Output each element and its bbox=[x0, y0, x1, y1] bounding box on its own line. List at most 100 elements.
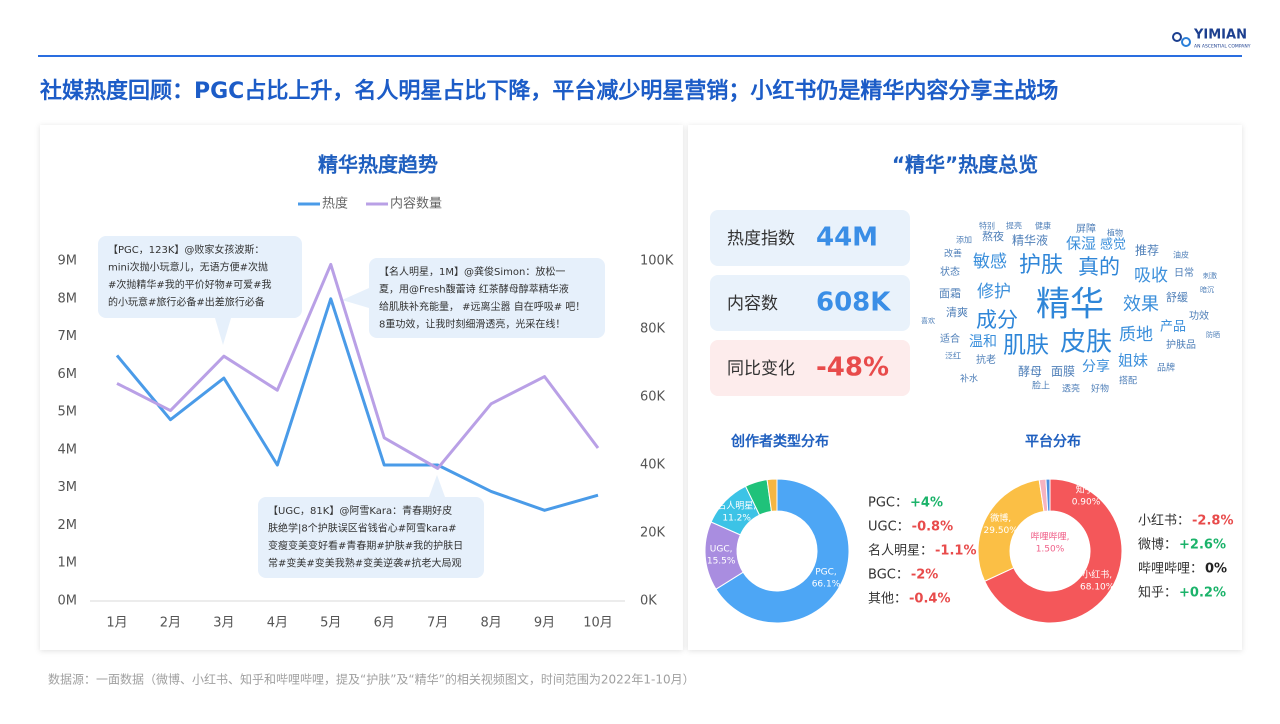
y2-tick-label: 40K bbox=[640, 458, 666, 473]
callout-text: 的小玩意#旅行必备#出差旅行必备 bbox=[108, 296, 265, 309]
kpi-value: 608K bbox=[816, 288, 891, 318]
word: 暗沉 bbox=[1200, 285, 1214, 294]
slice-value-label: 1.50% bbox=[1036, 545, 1065, 555]
dynamic: 0M 1M 2M 3M 4M 5M 6M 7M 8M 9M 0K 20K 40K 60K 80K 100K 1月… bbox=[58, 196, 1234, 631]
word: 真的 bbox=[1078, 255, 1120, 279]
callout-text: 8重功效，让我时刻细滑透亮，光采在线！ bbox=[379, 318, 565, 331]
word: 功效 bbox=[1189, 309, 1209, 322]
x-tick-label: 4月 bbox=[267, 616, 288, 631]
word: 屏障 bbox=[1076, 222, 1096, 235]
donut-title: 创作者类型分布 bbox=[730, 433, 829, 450]
word: 提亮 bbox=[1006, 221, 1022, 231]
legend-change: -0.8% bbox=[912, 520, 953, 535]
legend-label: 知乎： bbox=[1138, 585, 1177, 601]
word: 质地 bbox=[1119, 325, 1153, 345]
word: 吸收 bbox=[1134, 266, 1168, 286]
word: 好物 bbox=[1091, 383, 1109, 395]
word: 泛红 bbox=[945, 351, 961, 361]
legend-change: -0.4% bbox=[909, 592, 950, 607]
legend-label: 小红书： bbox=[1138, 513, 1190, 529]
y-tick-label: 7M bbox=[58, 329, 78, 344]
word: 敏感 bbox=[973, 252, 1007, 272]
word: 分享 bbox=[1082, 358, 1110, 375]
word: 添加 bbox=[956, 235, 972, 245]
word: 产品 bbox=[1160, 320, 1186, 335]
y-tick-label: 1M bbox=[58, 556, 78, 571]
legend-label: 微博： bbox=[1138, 538, 1177, 553]
kpi-value: 44M bbox=[816, 223, 878, 253]
word: 面霜 bbox=[939, 287, 961, 300]
callout-pointer bbox=[429, 475, 445, 497]
callout-pointer bbox=[215, 318, 231, 345]
series-line bbox=[115, 297, 599, 512]
x-tick-label: 8月 bbox=[480, 616, 501, 631]
slice-value-label: 0.90% bbox=[1072, 498, 1101, 508]
legend-change: +0.2% bbox=[1179, 586, 1226, 601]
chart-title: 精华热度趋势 bbox=[318, 153, 438, 177]
slice-label: 知乎, bbox=[1076, 484, 1097, 496]
word: 皮肤 bbox=[1060, 328, 1112, 358]
kpi-label: 内容数 bbox=[727, 294, 778, 314]
word: 护肤 bbox=[1019, 253, 1063, 278]
footer: 数据源：一面数据（微博、小红书、知乎和哔哩哔哩，提及“护肤”及“精华”的相关视频… bbox=[48, 672, 695, 687]
callout-text: 给肌肤补充能量， #远离尘嚣 自在呼吸# 吧！ bbox=[379, 300, 585, 313]
x-tick-label: 7月 bbox=[427, 616, 448, 631]
slice-label: PGC, bbox=[815, 568, 837, 578]
callout-text: mini次抛小玩意儿，无语方便#次抛 bbox=[108, 261, 268, 274]
y-tick-label: 8M bbox=[58, 291, 78, 306]
callout-text: #次抛精华#我的平价好物#可爱#我 bbox=[108, 278, 272, 291]
y-tick-label: 2M bbox=[58, 518, 78, 533]
y-tick-label: 3M bbox=[58, 480, 78, 495]
x-tick-label: 9月 bbox=[534, 616, 555, 631]
slice-value-label: 66.1% bbox=[812, 580, 841, 590]
x-tick-label: 6月 bbox=[374, 616, 395, 631]
x-tick-label: 1月 bbox=[106, 616, 127, 631]
legend-label: 热度 bbox=[322, 196, 348, 212]
legend-label: 其他： bbox=[868, 592, 907, 607]
donut-slice bbox=[1045, 478, 1051, 512]
word: 温和 bbox=[969, 334, 997, 350]
y2-tick-label: 0K bbox=[640, 594, 657, 609]
word: 适合 bbox=[940, 332, 960, 345]
donut-slice bbox=[983, 478, 1123, 624]
legend-change: -2.8% bbox=[1192, 514, 1233, 529]
word: 姐妹 bbox=[1118, 352, 1148, 370]
y2-tick-label: 20K bbox=[640, 526, 666, 541]
kpi-value: -48% bbox=[816, 353, 889, 383]
legend-label: BGC： bbox=[868, 568, 909, 583]
y2-tick-label: 60K bbox=[640, 390, 666, 405]
word: 搭配 bbox=[1119, 375, 1137, 387]
word: 修护 bbox=[977, 282, 1011, 302]
word: 肌肤 bbox=[1003, 333, 1049, 359]
callout-text: 【PGC，123K】@败家女孩波斯： bbox=[108, 243, 264, 256]
slice-label: UGC, bbox=[710, 545, 733, 555]
donut-slice bbox=[715, 478, 850, 624]
word: 防晒 bbox=[1206, 330, 1220, 339]
word: 成分 bbox=[976, 308, 1018, 332]
slice-label: 微博, bbox=[990, 512, 1011, 524]
word: 状态 bbox=[940, 265, 960, 278]
word: 感觉 bbox=[1100, 237, 1126, 253]
word: 油皮 bbox=[1173, 250, 1189, 260]
word: 熬夜 bbox=[982, 229, 1004, 243]
y2-tick-label: 80K bbox=[640, 322, 666, 337]
slice-label: 名人明星, bbox=[717, 500, 756, 512]
callout-text: 【名人明星，1M】@龚俊Simon：放松一 bbox=[379, 265, 565, 278]
word: 酵母 bbox=[1018, 365, 1042, 379]
legend-label: 哔哩哔哩： bbox=[1138, 562, 1203, 577]
logo-sub: AN ASCENTIAL COMPANY bbox=[1194, 44, 1251, 50]
word: 面膜 bbox=[1051, 365, 1075, 379]
word: 舒缓 bbox=[1166, 290, 1188, 304]
page-title: 社媒热度回顾：PGC占比上升，名人明星占比下降，平台减少明星营销；小红书仍是精华… bbox=[40, 78, 1058, 104]
x-tick-label: 10月 bbox=[583, 616, 613, 631]
word: 改善 bbox=[944, 248, 962, 260]
word: 保湿 bbox=[1066, 235, 1096, 253]
x-tick-label: 3月 bbox=[213, 616, 234, 631]
slice-value-label: 29.50% bbox=[984, 526, 1019, 536]
x-tick-label: 5月 bbox=[320, 616, 341, 631]
y-tick-label: 4M bbox=[58, 442, 78, 457]
kpi-box bbox=[710, 340, 910, 396]
word: 推荐 bbox=[1135, 244, 1159, 258]
overview-title: “精华”热度总览 bbox=[892, 153, 1038, 177]
kpi-box bbox=[710, 210, 910, 266]
